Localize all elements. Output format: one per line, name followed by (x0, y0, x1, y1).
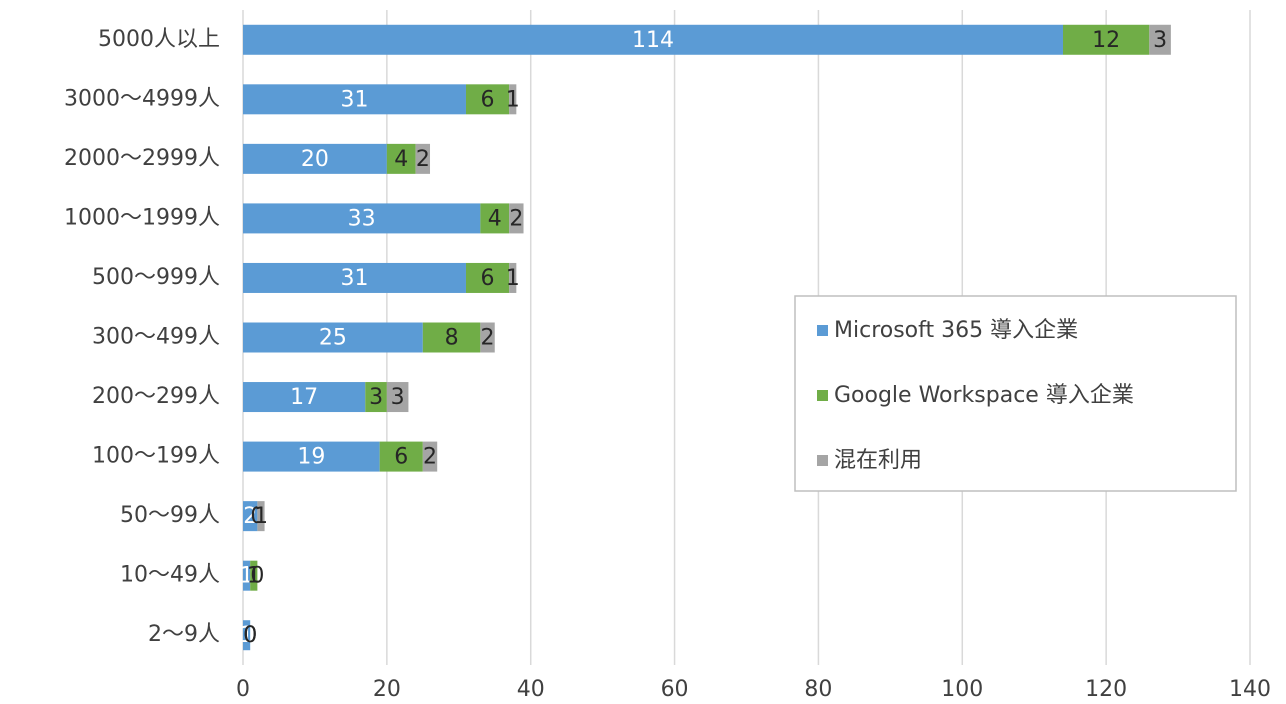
legend-box (794, 295, 1237, 492)
data-label: 2 (243, 504, 257, 529)
bar-segment (243, 84, 466, 115)
data-label: 2 (416, 147, 430, 172)
data-label: 1 (240, 564, 254, 589)
bar-segment (480, 203, 510, 234)
data-label: 0 (243, 623, 257, 648)
data-label: 8 (445, 326, 459, 351)
bar-segment (1062, 24, 1150, 55)
data-label: 33 (348, 206, 376, 231)
data-label: 6 (481, 266, 495, 291)
y-tick-label: 100～199人 (92, 444, 220, 469)
data-label: 1 (240, 623, 254, 648)
bar-segment (509, 84, 517, 115)
x-tick-label: 120 (1085, 677, 1127, 702)
bar-segment (509, 262, 517, 293)
bar-segment (243, 560, 251, 591)
data-label: 1 (254, 504, 268, 529)
legend-label: 混在利用 (834, 448, 922, 473)
x-tick-label: 60 (661, 677, 689, 702)
y-tick-label: 500～999人 (92, 265, 220, 290)
data-label: 0 (243, 623, 257, 648)
bar-segment (243, 441, 380, 472)
x-tick-label: 80 (804, 677, 832, 702)
bar-segment (243, 143, 387, 174)
x-tick-label: 0 (236, 677, 250, 702)
x-tick-label: 40 (517, 677, 545, 702)
bar-segment (386, 382, 409, 413)
bar-segment (243, 382, 366, 413)
y-tick-label: 10～49人 (120, 563, 220, 588)
y-tick-label: 2000～2999人 (64, 146, 220, 171)
bar-segment (379, 441, 423, 472)
data-label: 31 (340, 266, 368, 291)
data-label: 3 (391, 385, 405, 410)
y-tick-label: 5000人以上 (98, 27, 220, 52)
data-label: 19 (297, 445, 325, 470)
x-tick-label: 100 (941, 677, 983, 702)
bar-segment (243, 24, 1063, 55)
y-tick-label: 300～499人 (92, 325, 220, 350)
bar-segment (365, 382, 387, 413)
bar-segment (509, 203, 524, 234)
x-tick-label: 20 (373, 677, 401, 702)
data-label: 3 (1153, 28, 1167, 53)
bar-segment (386, 143, 416, 174)
bar-segment (250, 560, 258, 591)
legend-label: Google Workspace 導入企業 (834, 383, 1134, 408)
data-label: 1 (506, 266, 520, 291)
data-label: 2 (481, 326, 495, 351)
bar-segment (480, 322, 495, 353)
bar-segment (243, 501, 258, 532)
y-tick-label: 2～9人 (148, 622, 220, 647)
data-label: 31 (340, 87, 368, 112)
legend-label: Microsoft 365 導入企業 (834, 318, 1078, 343)
data-label: 4 (394, 147, 408, 172)
bar-segment (415, 143, 431, 174)
data-label: 12 (1092, 28, 1120, 53)
data-label: 3 (369, 385, 383, 410)
data-label: 4 (488, 206, 502, 231)
bar-segment (243, 262, 466, 293)
bar-segment (465, 84, 510, 115)
legend-swatch (817, 455, 828, 466)
legend-swatch (817, 325, 828, 336)
bar-segment (243, 203, 481, 234)
bar-segment (243, 322, 423, 353)
y-tick-label: 200～299人 (92, 384, 220, 409)
data-label: 2 (423, 445, 437, 470)
data-label: 2 (509, 206, 523, 231)
bar-segment (422, 441, 438, 472)
y-tick-label: 3000～4999人 (64, 86, 220, 111)
x-tick-label: 140 (1229, 677, 1271, 702)
data-label: 114 (632, 28, 674, 53)
data-label: 20 (301, 147, 329, 172)
bar-segment (465, 262, 510, 293)
bar-segment (422, 322, 481, 353)
data-label: 25 (319, 326, 347, 351)
data-label: 1 (506, 87, 520, 112)
data-label: 0 (250, 564, 264, 589)
y-tick-label: 50～99人 (120, 503, 220, 528)
bar-segment (257, 501, 265, 532)
data-label: 1 (247, 564, 261, 589)
data-label: 6 (481, 87, 495, 112)
legend-swatch (817, 390, 828, 401)
bar-segment (1149, 24, 1171, 55)
data-label: 6 (394, 445, 408, 470)
data-label: 17 (290, 385, 318, 410)
bar-segment (243, 620, 251, 651)
y-tick-label: 1000～1999人 (64, 205, 220, 230)
